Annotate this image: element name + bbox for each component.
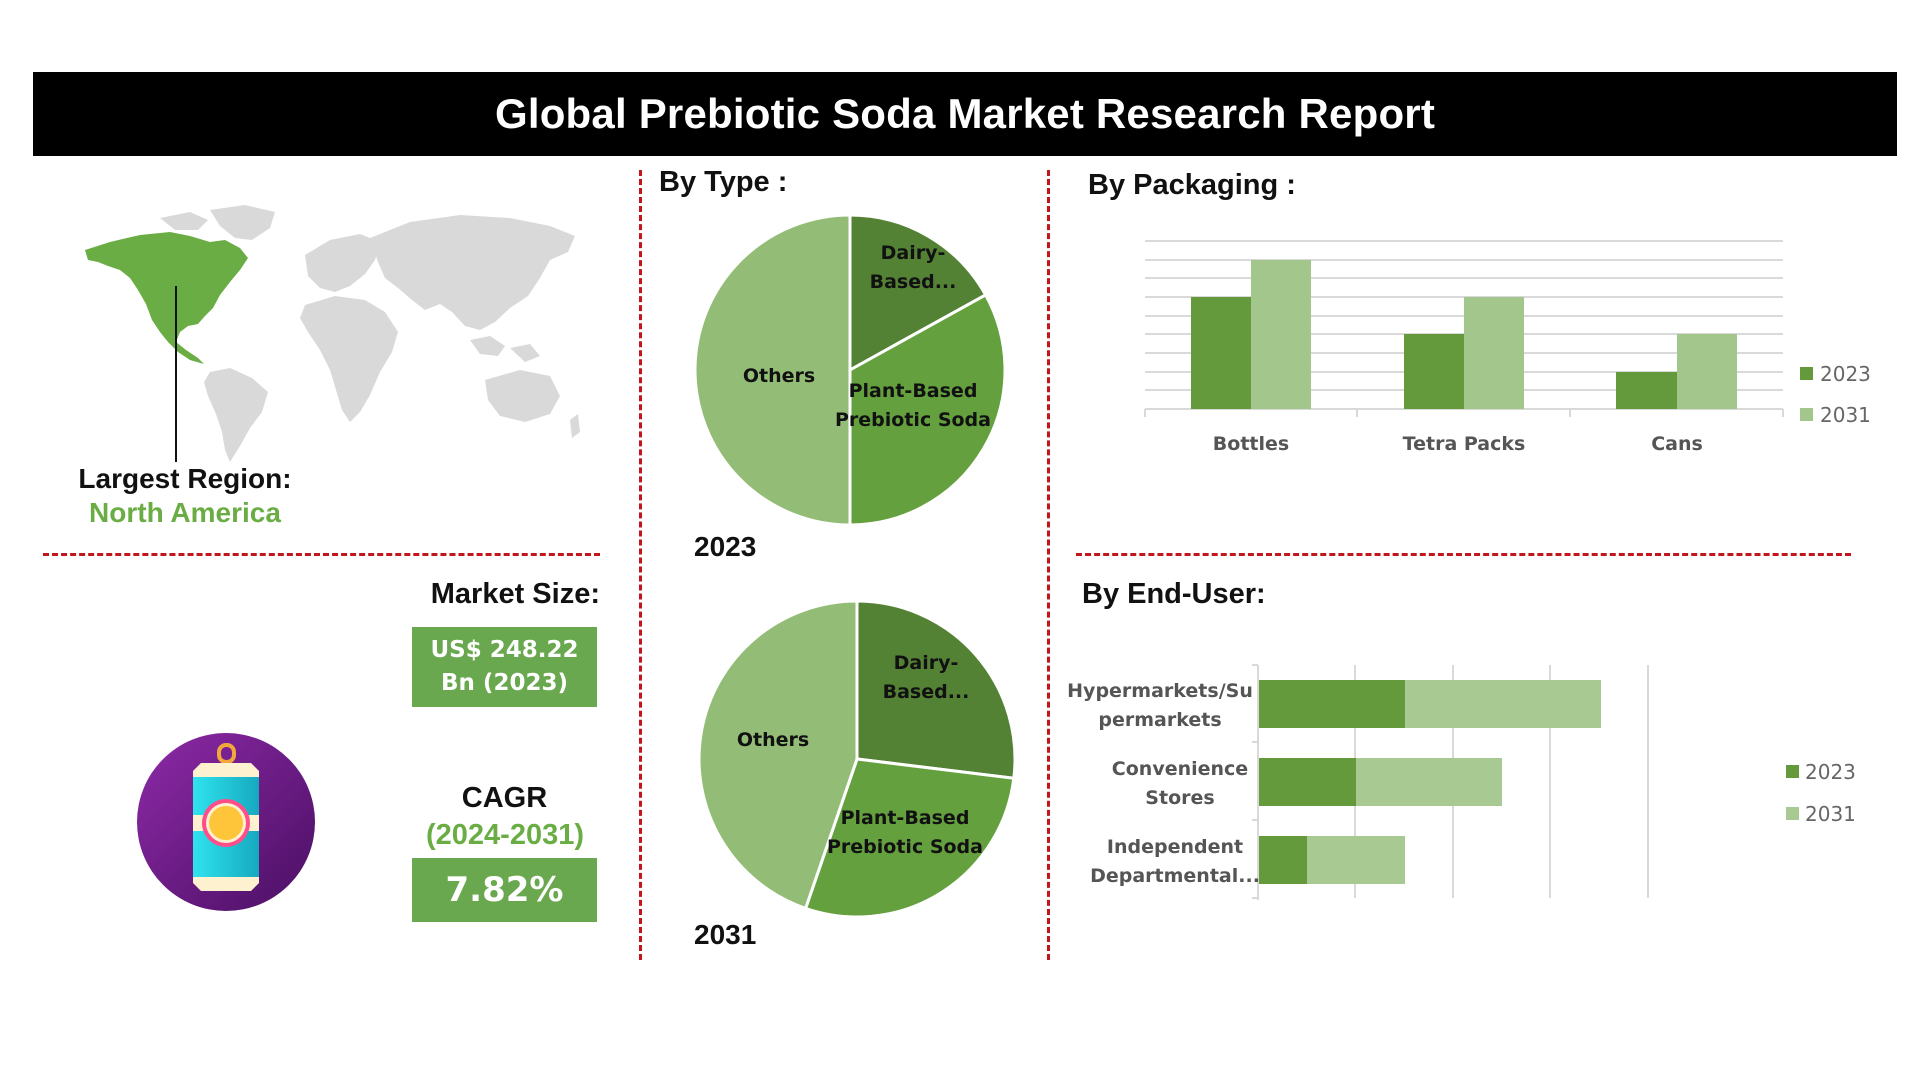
end-user-legend-2023: 2023	[1805, 760, 1856, 784]
world-map-icon	[85, 205, 580, 462]
pie-2031-year: 2031	[694, 919, 757, 950]
end-user-legend-swatch-2031	[1786, 807, 1799, 820]
bar-independent-2023	[1259, 836, 1307, 884]
end-user-label-conv-1: Convenience	[1112, 758, 1248, 780]
pie-2023-slice-plant	[848, 292, 1007, 527]
soda-can-icon	[137, 733, 315, 911]
market-size-box: US$ 248.22 Bn (2023)	[412, 627, 597, 707]
by-type-title: By Type :	[659, 166, 788, 198]
pie-2023-label-others: Others	[743, 365, 815, 387]
report-header: Global Prebiotic Soda Market Research Re…	[33, 72, 1897, 156]
end-user-label-indep-1: Independent	[1107, 836, 1243, 858]
pie-2031-label-dairy-1: Dairy-	[894, 652, 959, 674]
pie-2023-label-plant-1: Plant-Based	[849, 380, 978, 402]
cagr-value: 7.82%	[445, 870, 564, 910]
bar-cans-2023	[1616, 372, 1677, 409]
world-map	[80, 200, 600, 470]
largest-region-value: North America	[89, 497, 281, 528]
divider-right	[1047, 170, 1050, 960]
end-user-label-conv-2: Stores	[1145, 787, 1214, 809]
cagr-period: (2024-2031)	[426, 819, 584, 851]
by-end-user-title: By End-User:	[1082, 578, 1266, 610]
pie-2031-label-others: Others	[737, 729, 809, 751]
pie-2023-slice-dairy	[848, 213, 988, 373]
by-packaging-title: By Packaging :	[1088, 169, 1296, 201]
pie-2031-slice-plant	[803, 757, 1016, 919]
cagr-value-box: 7.82%	[412, 858, 597, 922]
bar-bottles-2031	[1251, 260, 1311, 409]
pie-2023-year: 2023	[694, 531, 757, 562]
bar-hypermarkets-2031	[1405, 680, 1601, 728]
packaging-legend-swatch-2031	[1800, 408, 1813, 421]
cagr-title: CAGR	[461, 782, 548, 814]
bar-tetra-2031	[1464, 297, 1524, 409]
packaging-label-tetra: Tetra Packs	[1403, 433, 1526, 455]
packaging-label-cans: Cans	[1651, 433, 1703, 455]
bar-hypermarkets-2023	[1259, 680, 1405, 728]
end-user-legend-2031: 2031	[1805, 802, 1856, 826]
largest-region-label: Largest Region:	[78, 463, 292, 494]
bar-independent-2031	[1307, 836, 1405, 884]
end-user-bar-chart: Hypermarkets/Su permarkets Convenience S…	[1060, 660, 1880, 910]
end-user-label-indep-2: Departmental...	[1090, 865, 1260, 887]
end-user-label-hyper-1: Hypermarkets/Su	[1067, 680, 1253, 702]
pie-2031-slice-others	[697, 599, 859, 911]
divider-left-horizontal	[43, 553, 600, 556]
report-title: Global Prebiotic Soda Market Research Re…	[494, 90, 1436, 137]
packaging-legend-swatch-2023	[1800, 367, 1813, 380]
pie-2031-label-plant-1: Plant-Based	[841, 807, 970, 829]
divider-right-horizontal	[1076, 553, 1851, 556]
bar-convenience-2023	[1259, 758, 1356, 806]
packaging-label-bottles: Bottles	[1213, 433, 1289, 455]
market-size-value-line1: US$ 248.22	[430, 637, 579, 663]
end-user-legend-swatch-2023	[1786, 765, 1799, 778]
pie-2023-slice-others	[693, 213, 852, 527]
soda-can-badge	[137, 733, 315, 911]
market-size-value-line2: Bn (2023)	[441, 670, 568, 696]
pie-2023-label-plant-2: Prebiotic Soda	[835, 409, 991, 431]
bar-tetra-2023	[1404, 334, 1464, 409]
pie-2023-label-dairy-1: Dairy-	[881, 242, 946, 264]
pie-chart-2031: Dairy- Based... Plant-Based Prebiotic So…	[697, 599, 1017, 919]
bar-bottles-2023	[1191, 297, 1251, 409]
bar-cans-2031	[1677, 334, 1737, 409]
divider-left	[639, 170, 642, 960]
packaging-legend-2031: 2031	[1820, 403, 1871, 427]
end-user-label-hyper-2: permarkets	[1098, 709, 1221, 731]
packaging-legend-2023: 2023	[1820, 362, 1871, 386]
pie-2031-slice-dairy	[855, 599, 1017, 780]
pie-2031-label-plant-2: Prebiotic Soda	[827, 836, 983, 858]
market-size-title: Market Size:	[430, 578, 600, 610]
pie-2031-label-dairy-2: Based...	[883, 681, 970, 703]
packaging-bar-chart: Bottles Tetra Packs Cans 2023 2031	[1140, 225, 1880, 465]
bar-convenience-2031	[1356, 758, 1502, 806]
pie-2023-label-dairy-2: Based...	[870, 271, 957, 293]
pie-chart-2023: Dairy- Based... Plant-Based Prebiotic So…	[693, 213, 1007, 527]
